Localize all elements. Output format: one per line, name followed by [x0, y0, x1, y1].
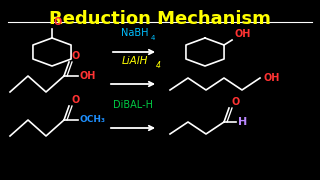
Text: 4: 4 [151, 35, 156, 41]
Text: O: O [71, 51, 79, 61]
Text: OH: OH [234, 29, 251, 39]
Text: OH: OH [79, 71, 95, 81]
Text: O: O [231, 97, 239, 107]
Text: H: H [238, 117, 247, 127]
Text: LiAlH: LiAlH [122, 56, 148, 66]
Text: DiBAL-H: DiBAL-H [113, 100, 153, 110]
Text: 4: 4 [156, 61, 161, 70]
Text: Reduction Mechanism: Reduction Mechanism [49, 10, 271, 28]
Text: O: O [71, 95, 79, 105]
Text: OH: OH [263, 73, 279, 83]
Text: OCH₃: OCH₃ [79, 116, 105, 125]
Text: O: O [54, 17, 62, 27]
Text: NaBH: NaBH [121, 28, 149, 38]
